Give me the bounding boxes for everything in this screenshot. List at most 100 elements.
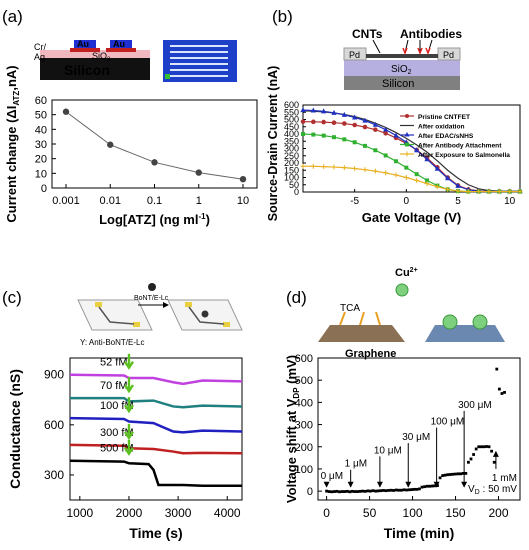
panel-a-tag: (a) xyxy=(2,7,23,26)
sio2-layer xyxy=(40,50,150,58)
y-tick-label-a: 0 xyxy=(41,183,47,195)
x-axis-label-a: Log[ATZ] (ng ml-1) xyxy=(99,212,210,227)
cu-ion xyxy=(395,283,409,297)
marker-b-3 xyxy=(311,132,316,137)
marker-b-3 xyxy=(301,132,305,136)
panel-b: (b) Pd Pd SiO2 Silicon CNTs Antibodies 0… xyxy=(266,7,523,225)
y-tick-label-c: 600 xyxy=(44,418,64,432)
concentration-label-d-0: 0 μM xyxy=(321,471,343,482)
plot-frame-c xyxy=(69,357,243,501)
marker-b-3 xyxy=(342,137,347,142)
y-axis-label-a: Current change (ΔIATZ,nA) xyxy=(4,65,21,222)
data-point-a xyxy=(195,169,202,176)
marker-b-4 xyxy=(496,189,502,195)
x-tick-label-b: 0 xyxy=(404,196,410,207)
data-point-d xyxy=(402,488,406,492)
y-tick-label-b: 500 xyxy=(284,115,299,125)
chart-d: 0 100 200 300 400 500 600 0 50 100 150 200 0 μM1 μM 1… xyxy=(284,353,521,541)
marker-b-2 xyxy=(372,121,378,127)
data-point-d xyxy=(448,473,452,476)
marker-b-4 xyxy=(445,186,451,192)
pad-before-1 xyxy=(95,302,102,307)
y-tick-label-a: 10 xyxy=(35,168,47,180)
silicon-substrate xyxy=(344,76,460,90)
marker-b-0 xyxy=(311,119,316,125)
pd-label-left: Pd xyxy=(349,50,360,60)
data-point-d xyxy=(343,490,347,493)
y-tick-label-d: 300 xyxy=(295,420,313,432)
marker-b-3 xyxy=(321,133,326,138)
plot-frame-d xyxy=(317,357,521,501)
series-trace-c-1 xyxy=(70,396,243,409)
y-tick-label-b: 50 xyxy=(289,180,299,190)
pd-label-right: Pd xyxy=(443,50,454,60)
data-point-d xyxy=(325,489,328,493)
y-tick-label-b: 350 xyxy=(284,136,299,146)
x-tick-label-d: 200 xyxy=(488,506,508,520)
y-tick-label-b: 550 xyxy=(284,107,299,117)
legend-marker-b-4 xyxy=(404,151,410,157)
y-tick-label-a: 50 xyxy=(35,110,47,122)
concentration-label-d-5: 300 μM xyxy=(458,400,492,411)
series-line-a xyxy=(65,111,244,180)
injection-arrow-c-2 xyxy=(123,397,134,414)
data-point-d xyxy=(479,445,483,449)
y-tick-label-d: 200 xyxy=(295,442,313,454)
wire-before xyxy=(98,306,135,325)
data-point-d xyxy=(467,460,470,464)
marker-b-4 xyxy=(414,177,420,183)
bound-toxin xyxy=(201,310,209,318)
marker-b-3 xyxy=(373,148,378,153)
data-point-d xyxy=(430,484,434,488)
marker-b-4 xyxy=(341,165,347,171)
y-axis-label-d: Voltage shift at VDP (mV) xyxy=(284,355,301,503)
data-point-d xyxy=(472,453,475,456)
legend-marker-b-2 xyxy=(404,132,410,137)
marker-b-0 xyxy=(321,119,326,125)
data-point-d xyxy=(379,489,383,493)
x-tick-label-a: 0.001 xyxy=(52,195,80,207)
marker-b-2 xyxy=(331,109,337,115)
data-point-d xyxy=(338,490,341,494)
data-point-d xyxy=(446,473,450,477)
x-tick-label-a: 10 xyxy=(237,195,249,207)
data-point-d xyxy=(425,484,429,488)
data-point-d xyxy=(433,484,437,488)
data-point-a xyxy=(151,159,158,166)
x-axis-label-b: Gate Voltage (V) xyxy=(362,210,461,225)
data-point-d xyxy=(358,489,362,493)
marker-b-4 xyxy=(424,181,430,187)
panel-d: (d) Cu2+ TCA Graphene 010020030040050060… xyxy=(284,267,521,541)
marker-b-2 xyxy=(352,114,358,120)
sio2-label: SiO2 xyxy=(92,51,111,63)
data-point-d xyxy=(381,489,385,492)
data-point-d xyxy=(348,490,352,494)
y-tick-label-a: 40 xyxy=(35,124,47,136)
data-point-d xyxy=(454,472,457,476)
marker-b-3 xyxy=(383,153,388,158)
data-point-d xyxy=(415,487,419,491)
marker-b-2 xyxy=(300,107,306,113)
data-point-d xyxy=(410,488,414,491)
data-point-d xyxy=(485,445,488,448)
legend-marker-b-0 xyxy=(405,114,409,118)
y-tick-label-d: 600 xyxy=(295,353,313,365)
y-tick-label-b: 200 xyxy=(284,158,299,168)
series-trace-c-0 xyxy=(69,373,243,386)
data-point-d xyxy=(384,489,388,493)
panel-b-tag: (b) xyxy=(272,7,293,26)
data-point-d xyxy=(332,490,336,493)
x-tick-label-d: 100 xyxy=(403,506,423,520)
cr-layer-right xyxy=(106,48,136,52)
data-point-d xyxy=(405,488,408,492)
data-point-d xyxy=(500,392,504,395)
concentration-label-d-3: 30 μM xyxy=(402,432,430,443)
cu-label: Cu2+ xyxy=(395,267,418,279)
legend-label-b-3: After Antibody Attachment xyxy=(418,143,502,150)
data-point-d xyxy=(345,489,349,493)
marker-b-4 xyxy=(362,167,368,173)
data-point-d xyxy=(412,487,416,491)
panel-a-schematic: Cr/ Ag Au Au SiO2 Silicon xyxy=(34,39,237,82)
marker-b-2 xyxy=(434,165,440,171)
